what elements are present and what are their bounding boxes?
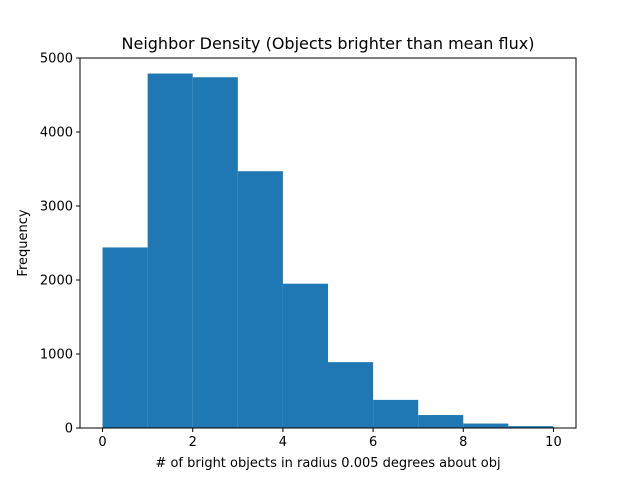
histogram-bar: [237, 171, 283, 428]
histogram-bar: [373, 399, 419, 428]
x-tick-label: 10: [545, 435, 562, 450]
x-tick-label: 2: [189, 435, 197, 450]
y-axis-label: Frequency: [16, 209, 31, 276]
histogram-bar: [418, 415, 464, 428]
histogram-bar: [328, 362, 374, 428]
bars-group: [102, 73, 554, 429]
histogram-bar: [463, 423, 509, 428]
histogram-bar: [282, 283, 328, 428]
histogram-bar: [102, 247, 148, 428]
x-tick-label: 0: [98, 435, 106, 450]
x-tick-label: 6: [369, 435, 377, 450]
histogram-bar: [192, 77, 238, 429]
histogram-bar: [147, 73, 193, 428]
x-axis-label: # of bright objects in radius 0.005 degr…: [155, 456, 500, 471]
x-tick-label: 4: [279, 435, 287, 450]
y-tick-label: 3000: [40, 200, 73, 215]
histogram-bar: [508, 426, 554, 428]
y-tick-label: 2000: [40, 274, 73, 289]
plot-frame: [79, 57, 577, 429]
y-tick-label: 4000: [40, 126, 73, 141]
y-axis-ticks: 0 1000 2000 3000 4000 5000: [40, 52, 80, 437]
y-tick-label: 0: [65, 422, 73, 437]
x-tick-label: 8: [459, 435, 467, 450]
x-axis-ticks: 0 2 4 6 8 10: [98, 428, 562, 450]
y-tick-label: 5000: [40, 52, 73, 67]
chart-title: Neighbor Density (Objects brighter than …: [122, 34, 535, 53]
y-tick-label: 1000: [40, 348, 73, 363]
